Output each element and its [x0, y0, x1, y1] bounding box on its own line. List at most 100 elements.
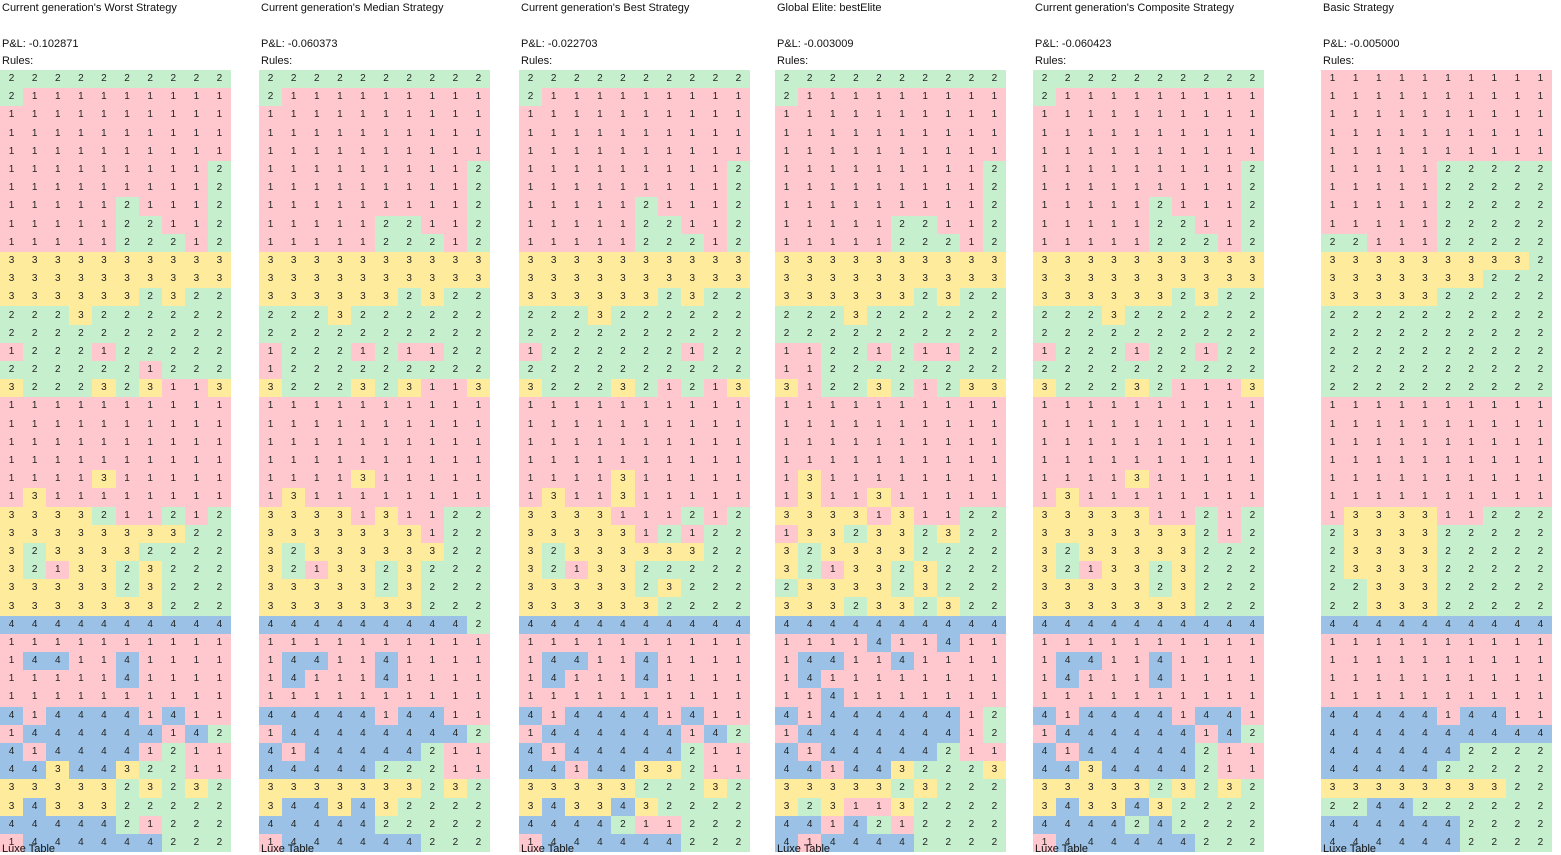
rule-cell[interactable]: 4 — [1148, 742, 1172, 762]
rule-cell[interactable]: 1 — [443, 233, 467, 252]
rule-cell[interactable]: 3 — [542, 524, 566, 543]
rule-cell[interactable]: 1 — [138, 815, 162, 834]
rule-cell[interactable]: 1 — [1482, 433, 1506, 452]
rule-cell[interactable]: 1 — [775, 106, 799, 125]
rule-cell[interactable]: 2 — [982, 542, 1006, 562]
rule-cell[interactable]: 1 — [726, 742, 750, 762]
rule-cell[interactable]: 3 — [1413, 561, 1437, 580]
rule-cell[interactable]: 3 — [1056, 524, 1080, 543]
rule-cell[interactable]: 1 — [259, 451, 283, 471]
rule-cell[interactable]: 3 — [0, 597, 24, 616]
rule-cell[interactable]: 1 — [913, 124, 937, 143]
rule-cell[interactable]: 3 — [69, 524, 93, 543]
rule-cell[interactable]: 4 — [115, 615, 139, 634]
rule-cell[interactable]: 3 — [1390, 251, 1414, 271]
rule-cell[interactable]: 4 — [634, 742, 658, 762]
rule-cell[interactable]: 1 — [115, 124, 139, 143]
rule-cell[interactable]: 2 — [798, 542, 822, 562]
rule-cell[interactable]: 1 — [657, 506, 681, 525]
rule-cell[interactable]: 4 — [867, 833, 891, 853]
rule-cell[interactable]: 2 — [982, 506, 1006, 525]
rule-cell[interactable]: 1 — [657, 488, 681, 507]
rule-cell[interactable]: 1 — [138, 488, 162, 507]
rule-cell[interactable]: 1 — [115, 397, 139, 416]
rule-cell[interactable]: 4 — [1102, 706, 1126, 725]
rule-cell[interactable]: 2 — [161, 761, 185, 780]
rule-cell[interactable]: 1 — [703, 761, 727, 780]
rule-cell[interactable]: 3 — [46, 288, 70, 307]
rule-cell[interactable]: 3 — [1390, 561, 1414, 580]
rule-cell[interactable]: 4 — [92, 761, 116, 780]
rule-cell[interactable]: 1 — [282, 88, 306, 107]
rule-cell[interactable]: 1 — [867, 433, 891, 452]
rule-cell[interactable]: 3 — [519, 251, 543, 271]
rule-cell[interactable]: 1 — [634, 415, 658, 434]
rule-cell[interactable]: 3 — [328, 288, 352, 307]
rule-cell[interactable]: 1 — [1482, 470, 1506, 489]
rule-cell[interactable]: 2 — [890, 324, 914, 343]
rule-cell[interactable]: 2 — [443, 797, 467, 816]
rule-cell[interactable]: 2 — [657, 215, 681, 234]
rule-cell[interactable]: 1 — [611, 197, 635, 216]
rule-cell[interactable]: 4 — [1079, 724, 1103, 743]
rule-cell[interactable]: 1 — [115, 142, 139, 161]
rule-cell[interactable]: 4 — [1436, 833, 1460, 853]
rule-cell[interactable]: 1 — [184, 160, 208, 180]
rule-cell[interactable]: 3 — [282, 524, 306, 543]
rule-cell[interactable]: 2 — [397, 215, 421, 234]
rule-cell[interactable]: 4 — [1321, 706, 1345, 725]
rule-cell[interactable]: 1 — [726, 142, 750, 161]
rule-cell[interactable]: 1 — [588, 433, 612, 452]
rule-cell[interactable]: 3 — [611, 561, 635, 580]
rule-cell[interactable]: 1 — [959, 124, 983, 143]
rule-cell[interactable]: 1 — [1482, 633, 1506, 652]
rule-cell[interactable]: 2 — [1148, 342, 1172, 361]
rule-cell[interactable]: 1 — [959, 106, 983, 125]
rule-cell[interactable]: 2 — [161, 324, 185, 343]
rule-cell[interactable]: 1 — [821, 215, 845, 234]
rule-cell[interactable]: 2 — [844, 70, 868, 89]
rule-cell[interactable]: 1 — [259, 488, 283, 507]
rule-cell[interactable]: 3 — [959, 270, 983, 289]
rule-cell[interactable]: 2 — [1482, 833, 1506, 853]
rule-cell[interactable]: 3 — [1102, 270, 1126, 289]
rule-cell[interactable]: 4 — [1102, 761, 1126, 780]
rule-cell[interactable]: 3 — [936, 270, 960, 289]
rule-cell[interactable]: 1 — [680, 397, 704, 416]
rule-cell[interactable]: 3 — [1148, 797, 1172, 816]
rule-cell[interactable]: 1 — [1482, 70, 1506, 89]
rule-cell[interactable]: 1 — [542, 106, 566, 125]
rule-cell[interactable]: 2 — [351, 361, 375, 380]
rule-cell[interactable]: 3 — [542, 488, 566, 507]
rule-cell[interactable]: 1 — [1436, 652, 1460, 671]
rule-cell[interactable]: 1 — [890, 106, 914, 125]
rule-cell[interactable]: 3 — [1367, 561, 1391, 580]
rule-cell[interactable]: 1 — [420, 197, 444, 216]
rule-cell[interactable]: 2 — [1125, 306, 1149, 325]
rule-cell[interactable]: 2 — [1194, 761, 1218, 780]
rule-cell[interactable]: 1 — [867, 415, 891, 434]
rule-cell[interactable]: 1 — [913, 88, 937, 107]
rule-cell[interactable]: 1 — [282, 142, 306, 161]
rule-cell[interactable]: 2 — [936, 70, 960, 89]
rule-cell[interactable]: 1 — [936, 397, 960, 416]
rule-cell[interactable]: 3 — [565, 779, 589, 798]
rule-cell[interactable]: 2 — [443, 306, 467, 325]
rule-cell[interactable]: 2 — [1436, 215, 1460, 234]
rule-cell[interactable]: 4 — [1056, 724, 1080, 743]
rule-cell[interactable]: 1 — [282, 197, 306, 216]
rule-cell[interactable]: 2 — [1148, 779, 1172, 798]
rule-cell[interactable]: 1 — [1056, 742, 1080, 762]
rule-cell[interactable]: 2 — [844, 324, 868, 343]
rule-cell[interactable]: 3 — [1171, 561, 1195, 580]
rule-cell[interactable]: 2 — [328, 70, 352, 89]
rule-cell[interactable]: 3 — [1079, 761, 1103, 780]
rule-cell[interactable]: 1 — [1367, 415, 1391, 434]
rule-cell[interactable]: 1 — [92, 342, 116, 361]
rule-cell[interactable]: 1 — [1079, 670, 1103, 689]
rule-cell[interactable]: 3 — [1056, 251, 1080, 271]
rule-cell[interactable]: 3 — [1171, 597, 1195, 616]
rule-cell[interactable]: 2 — [207, 160, 231, 180]
rule-cell[interactable]: 3 — [565, 542, 589, 562]
rule-cell[interactable]: 2 — [798, 324, 822, 343]
